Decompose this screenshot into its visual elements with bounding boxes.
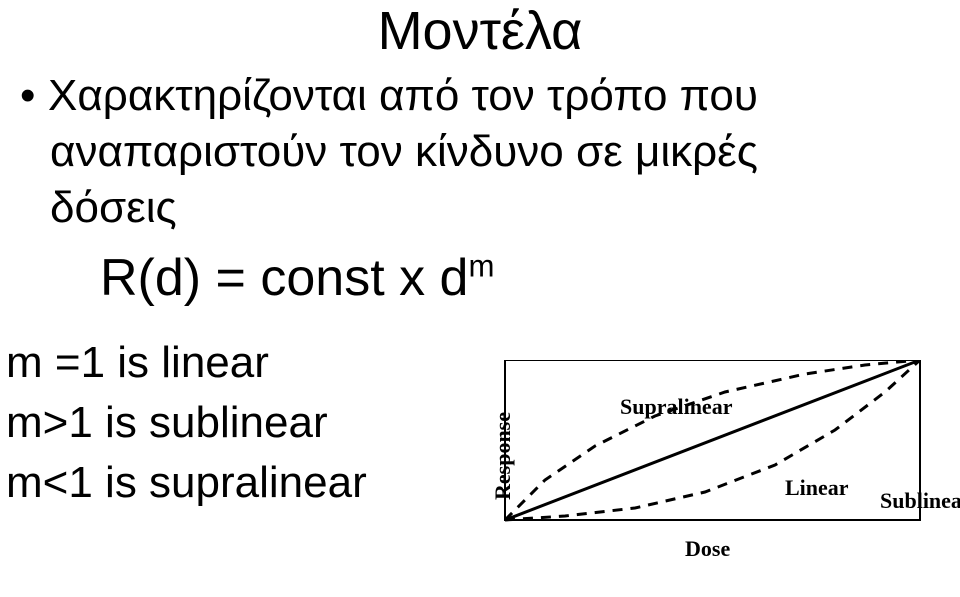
slide-root: Μοντέλα •Χαρακτηρίζονται από τον τρόπο π… bbox=[0, 0, 960, 597]
formula: R(d) = const x dm bbox=[100, 248, 494, 308]
formula-exponent: m bbox=[468, 249, 494, 284]
formula-prefix: R(d) = const x d bbox=[100, 249, 468, 307]
slide-title: Μοντέλα bbox=[0, 0, 960, 62]
bullet-text-1: Χαρακτηρίζονται από τον τρόπο που bbox=[48, 71, 758, 120]
series-linear bbox=[505, 360, 920, 520]
bullet-line-3: δόσεις bbox=[50, 180, 177, 235]
curve-label-supralinear: Supralinear bbox=[620, 394, 732, 420]
m-lt1-line: m<1 is supralinear bbox=[6, 458, 367, 508]
bullet-line-2: αναπαριστούν τον κίνδυνο σε μικρές bbox=[50, 124, 758, 179]
m-eq1-line: m =1 is linear bbox=[6, 338, 269, 388]
chart-svg bbox=[455, 360, 925, 565]
chart-xlabel: Dose bbox=[685, 536, 730, 562]
m-gt1-line: m>1 is sublinear bbox=[6, 398, 328, 448]
bullet-line-1: •Χαρακτηρίζονται από τον τρόπο που bbox=[20, 68, 758, 123]
curve-label-sublinear: Sublinear bbox=[880, 488, 960, 514]
curve-label-linear: Linear bbox=[785, 475, 849, 501]
bullet-dot: • bbox=[20, 68, 48, 123]
chart-ylabel: Response bbox=[490, 412, 516, 500]
dose-response-chart: Response Dose SupralinearLinearSublinear bbox=[455, 360, 925, 565]
